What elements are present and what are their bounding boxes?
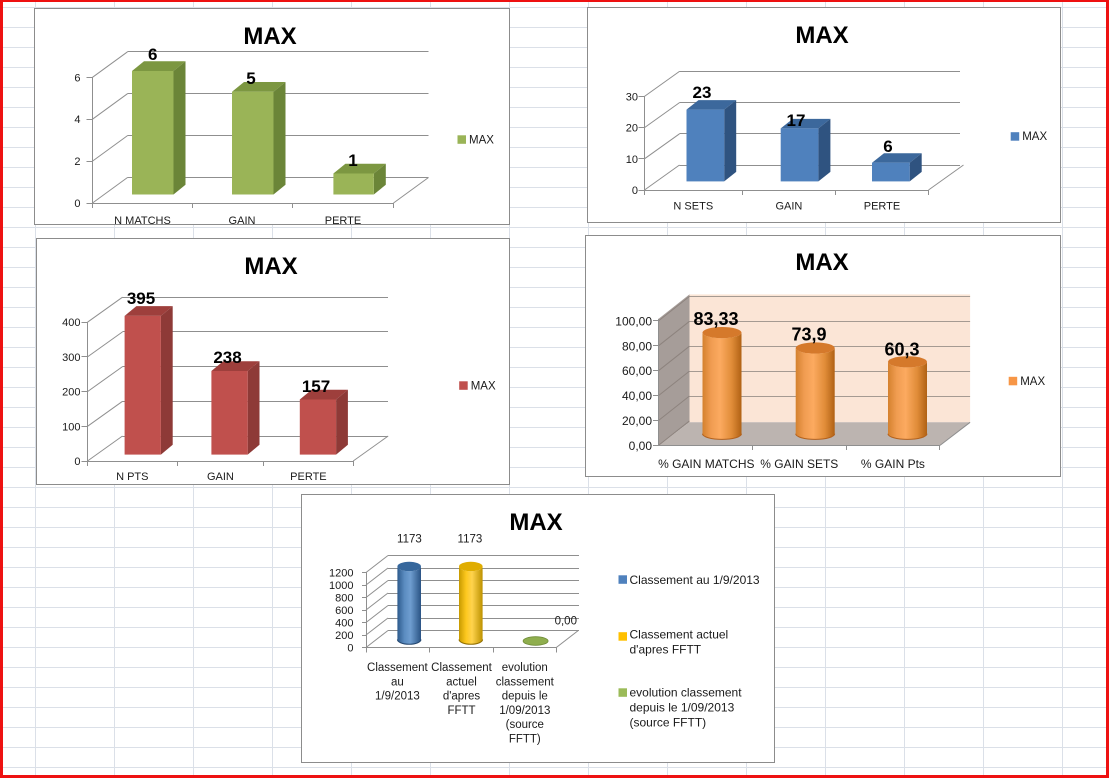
svg-text:N PTS: N PTS: [116, 471, 148, 483]
svg-text:0,00: 0,00: [629, 439, 653, 453]
svg-text:% GAIN Pts: % GAIN Pts: [861, 457, 925, 471]
svg-text:GAIN: GAIN: [207, 471, 234, 483]
svg-text:N SETS: N SETS: [673, 201, 713, 213]
svg-text:PERTE: PERTE: [290, 471, 326, 483]
svg-text:Classement au 1/9/2013: Classement au 1/9/2013: [630, 573, 760, 587]
svg-text:MAX: MAX: [795, 249, 848, 276]
svg-text:MAX: MAX: [1020, 376, 1045, 388]
svg-text:400: 400: [335, 618, 353, 630]
svg-text:MAX: MAX: [243, 23, 296, 50]
svg-text:evolution: evolution: [502, 662, 548, 674]
svg-text:157: 157: [302, 377, 330, 396]
svg-text:1000: 1000: [329, 580, 353, 592]
svg-text:au: au: [391, 676, 404, 688]
svg-text:0: 0: [347, 643, 353, 655]
svg-text:20: 20: [626, 123, 638, 135]
svg-text:d'apres: d'apres: [443, 691, 481, 703]
svg-text:0: 0: [74, 198, 80, 210]
svg-text:6: 6: [148, 45, 157, 64]
svg-text:MAX: MAX: [469, 134, 494, 146]
svg-text:Classement: Classement: [367, 662, 429, 674]
svg-text:23: 23: [693, 83, 712, 102]
svg-text:0: 0: [632, 185, 638, 197]
svg-text:2: 2: [74, 156, 80, 168]
svg-text:6: 6: [883, 137, 892, 156]
svg-text:30: 30: [626, 91, 638, 103]
svg-text:1173: 1173: [458, 534, 483, 546]
svg-text:0,00: 0,00: [555, 616, 577, 628]
svg-text:FFTT): FFTT): [509, 734, 541, 746]
svg-text:N MATCHS: N MATCHS: [114, 215, 171, 224]
svg-text:GAIN: GAIN: [775, 201, 802, 213]
svg-text:60,3: 60,3: [884, 339, 919, 359]
svg-text:83,33: 83,33: [693, 309, 738, 329]
svg-text:MAX: MAX: [244, 253, 297, 280]
svg-text:MAX: MAX: [1022, 131, 1047, 143]
svg-text:80,00: 80,00: [622, 339, 652, 353]
svg-text:Classement: Classement: [431, 662, 493, 674]
svg-text:% GAIN SETS: % GAIN SETS: [760, 457, 838, 471]
svg-text:200: 200: [62, 387, 80, 399]
svg-text:PERTE: PERTE: [325, 215, 361, 224]
svg-text:1: 1: [348, 151, 357, 170]
svg-text:1200: 1200: [329, 568, 353, 580]
svg-text:800: 800: [335, 593, 353, 605]
svg-text:60,00: 60,00: [622, 364, 652, 378]
svg-text:1/09/2013: 1/09/2013: [499, 705, 550, 717]
svg-text:6: 6: [74, 72, 80, 84]
svg-text:400: 400: [62, 317, 80, 329]
svg-text:(source: (source: [506, 719, 544, 731]
svg-text:1/9/2013: 1/9/2013: [375, 691, 420, 703]
svg-text:Classement actuel: Classement actuel: [630, 628, 729, 642]
svg-text:depuis le 1/09/2013: depuis le 1/09/2013: [630, 701, 735, 715]
svg-text:1173: 1173: [397, 534, 422, 546]
svg-text:MAX: MAX: [471, 380, 496, 392]
svg-text:40,00: 40,00: [622, 389, 652, 403]
svg-text:300: 300: [62, 352, 80, 364]
svg-text:73,9: 73,9: [791, 324, 826, 344]
svg-text:4: 4: [74, 114, 80, 126]
svg-text:600: 600: [335, 605, 353, 617]
svg-text:FFTT: FFTT: [447, 705, 475, 717]
svg-text:20,00: 20,00: [622, 414, 652, 428]
svg-text:(source FFTT): (source FFTT): [630, 716, 707, 730]
svg-text:5: 5: [246, 69, 255, 88]
svg-text:100: 100: [62, 421, 80, 433]
svg-text:classement: classement: [496, 676, 555, 688]
svg-text:evolution classement: evolution classement: [630, 686, 743, 700]
svg-text:100,00: 100,00: [615, 314, 652, 328]
svg-text:actuel: actuel: [446, 676, 477, 688]
svg-text:200: 200: [335, 630, 353, 642]
svg-text:d'apres FFTT: d'apres FFTT: [630, 643, 702, 657]
svg-text:395: 395: [127, 289, 155, 308]
svg-text:GAIN: GAIN: [229, 215, 256, 224]
svg-text:10: 10: [626, 154, 638, 166]
svg-text:% GAIN MATCHS: % GAIN MATCHS: [658, 457, 754, 471]
svg-text:depuis le: depuis le: [502, 691, 548, 703]
svg-text:0: 0: [74, 456, 80, 468]
svg-text:17: 17: [787, 111, 806, 130]
svg-text:MAX: MAX: [509, 509, 562, 536]
svg-text:PERTE: PERTE: [864, 201, 900, 213]
svg-text:MAX: MAX: [795, 22, 848, 49]
svg-text:238: 238: [213, 348, 241, 367]
